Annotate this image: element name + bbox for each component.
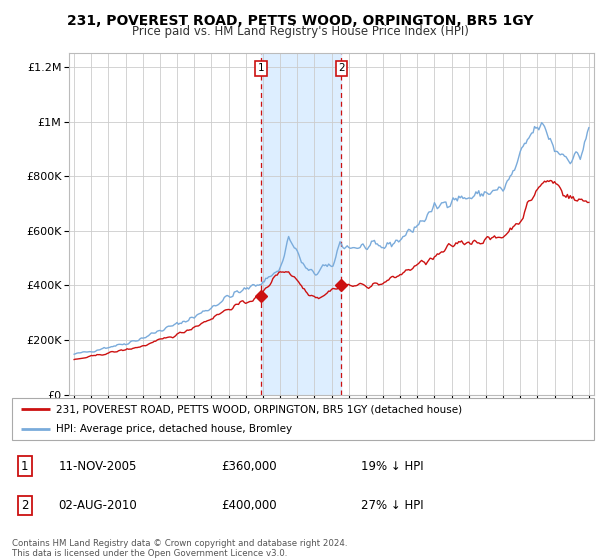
Text: Price paid vs. HM Land Registry's House Price Index (HPI): Price paid vs. HM Land Registry's House …	[131, 25, 469, 38]
Text: 2: 2	[338, 63, 345, 73]
Text: 2: 2	[21, 499, 29, 512]
Text: 1: 1	[257, 63, 264, 73]
Text: £400,000: £400,000	[221, 499, 277, 512]
FancyBboxPatch shape	[12, 398, 594, 440]
Text: 1: 1	[21, 460, 29, 473]
Text: 231, POVEREST ROAD, PETTS WOOD, ORPINGTON, BR5 1GY: 231, POVEREST ROAD, PETTS WOOD, ORPINGTO…	[67, 14, 533, 28]
Text: 19% ↓ HPI: 19% ↓ HPI	[361, 460, 424, 473]
Bar	[260, 53, 341, 395]
Text: 231, POVEREST ROAD, PETTS WOOD, ORPINGTON, BR5 1GY (detached house): 231, POVEREST ROAD, PETTS WOOD, ORPINGTO…	[56, 404, 462, 414]
Text: HPI: Average price, detached house, Bromley: HPI: Average price, detached house, Brom…	[56, 424, 292, 434]
Text: Contains HM Land Registry data © Crown copyright and database right 2024.
This d: Contains HM Land Registry data © Crown c…	[12, 539, 347, 558]
Text: 11-NOV-2005: 11-NOV-2005	[59, 460, 137, 473]
Text: 27% ↓ HPI: 27% ↓ HPI	[361, 499, 424, 512]
Text: 02-AUG-2010: 02-AUG-2010	[59, 499, 137, 512]
Text: £360,000: £360,000	[221, 460, 277, 473]
